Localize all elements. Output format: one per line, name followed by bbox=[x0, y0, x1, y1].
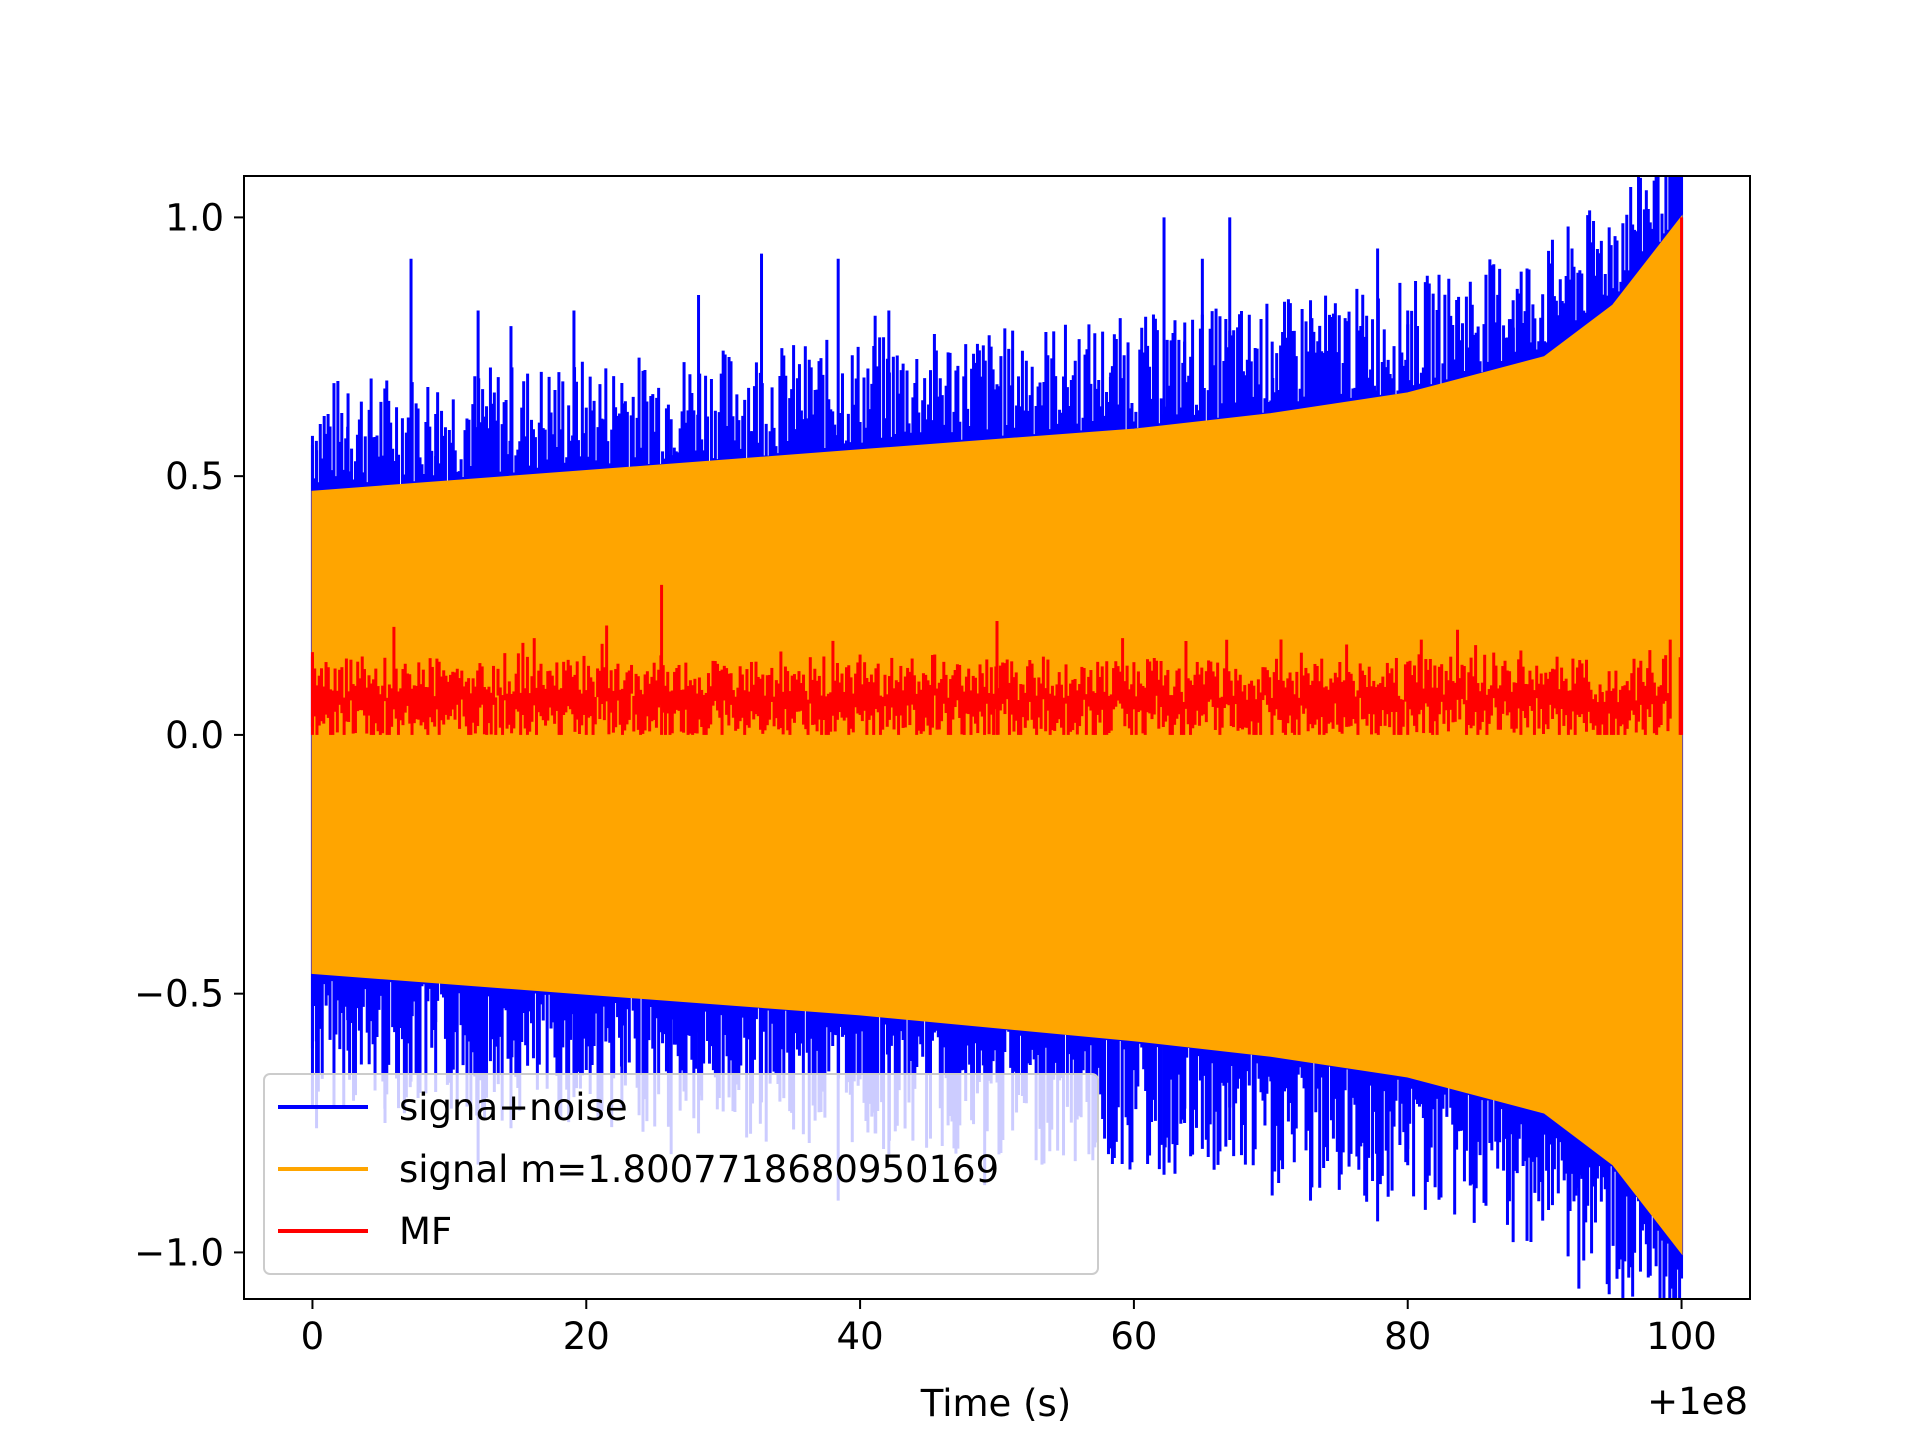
series-mf bbox=[310, 217, 1684, 735]
x-axis-label: Time (s) bbox=[920, 1382, 1071, 1425]
x-tick-label: 40 bbox=[837, 1315, 884, 1358]
x-offset-label: +1e8 bbox=[1647, 1380, 1748, 1423]
x-tick-label: 100 bbox=[1646, 1315, 1717, 1358]
legend-box bbox=[263, 1073, 1099, 1275]
legend-label: MF bbox=[399, 1210, 452, 1253]
y-tick-label: −1.0 bbox=[134, 1231, 224, 1274]
axes-frame bbox=[243, 175, 1751, 1300]
x-axis: 0 20 40 60 80 100 bbox=[301, 1299, 1717, 1358]
legend-label: signal m=1.8007718680950169 bbox=[399, 1148, 999, 1191]
y-tick-label: 0.5 bbox=[165, 455, 224, 498]
x-tick-label: 80 bbox=[1384, 1315, 1431, 1358]
plot-area bbox=[310, 176, 1684, 1299]
x-tick-label: 0 bbox=[301, 1315, 325, 1358]
y-tick-label: 0.0 bbox=[165, 714, 224, 757]
y-tick-label: 1.0 bbox=[165, 196, 224, 239]
x-tick-label: 20 bbox=[563, 1315, 610, 1358]
y-axis: 1.0 0.5 0.0 −0.5 −1.0 bbox=[134, 196, 244, 1274]
x-tick-label: 60 bbox=[1110, 1315, 1157, 1358]
legend: signa+noise signal m=1.8007718680950169 MF bbox=[263, 1073, 1099, 1275]
y-tick-label: −0.5 bbox=[134, 973, 224, 1016]
legend-label: signa+noise bbox=[399, 1086, 628, 1129]
